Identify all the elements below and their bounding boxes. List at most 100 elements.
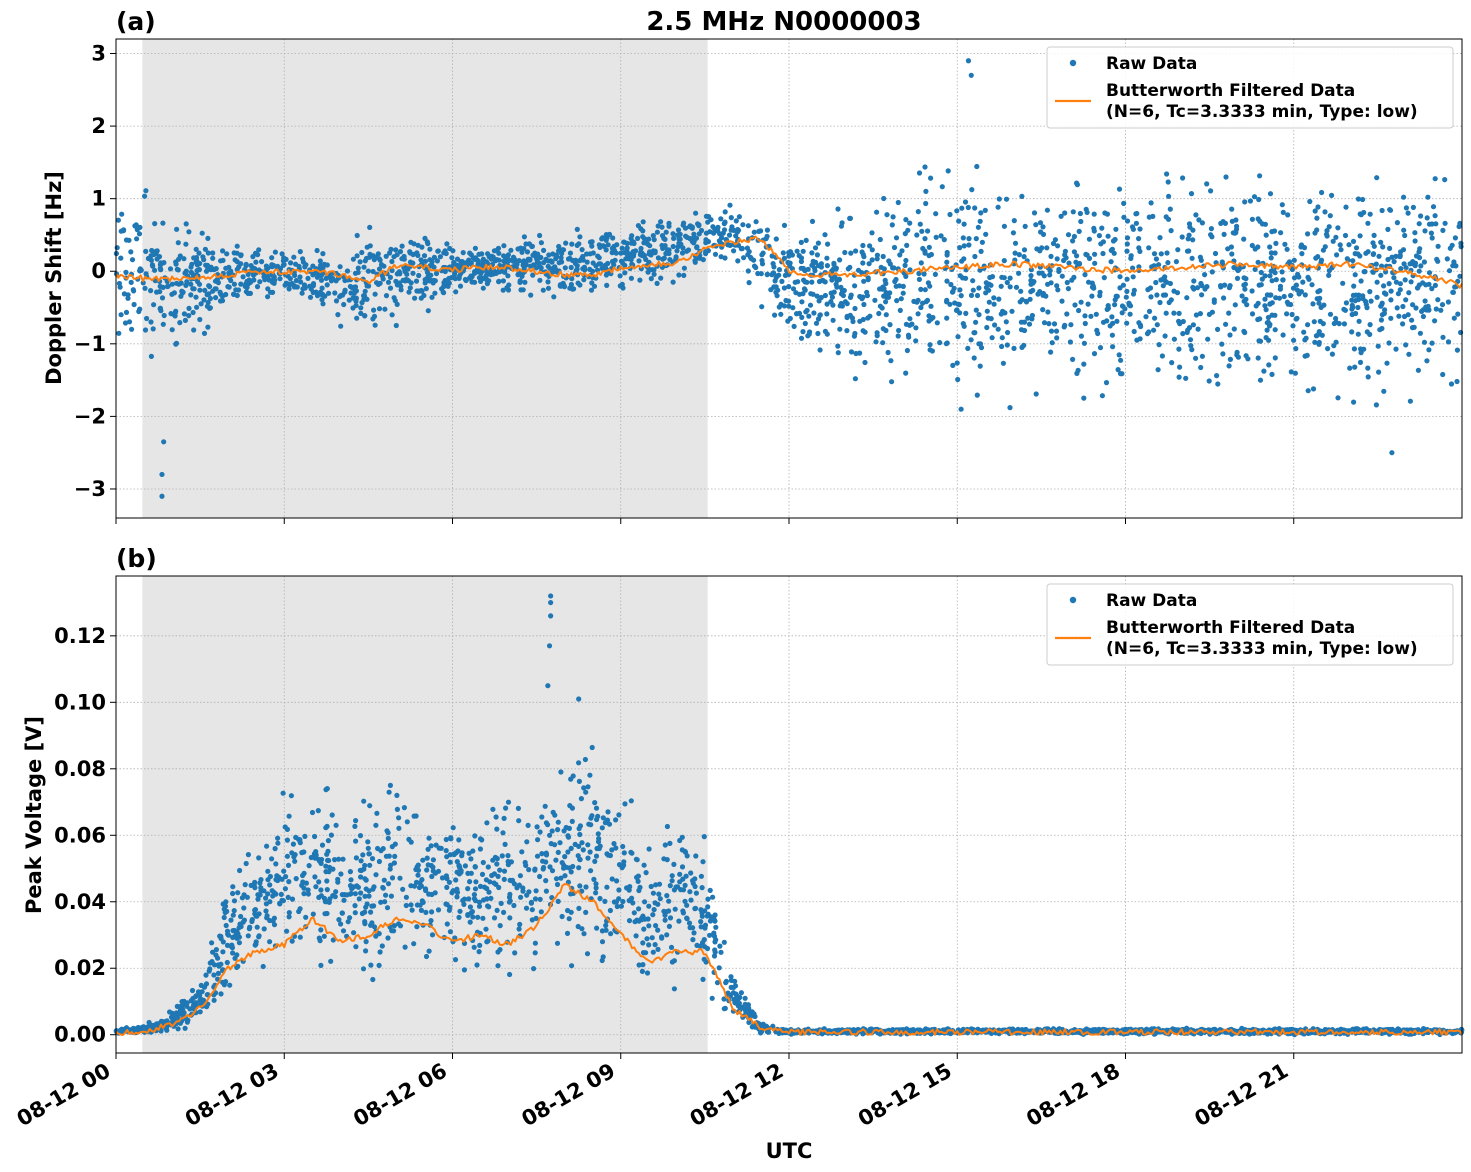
raw-point — [644, 936, 650, 942]
raw-point — [461, 967, 467, 973]
raw-point — [1067, 339, 1073, 345]
raw-point — [630, 249, 636, 255]
raw-point — [1247, 198, 1253, 204]
raw-point — [269, 255, 275, 261]
raw-point — [253, 259, 259, 265]
raw-point — [531, 966, 537, 972]
raw-point — [603, 237, 609, 243]
raw-point — [320, 301, 326, 307]
raw-point — [370, 268, 376, 275]
raw-point — [1374, 175, 1380, 181]
raw-point — [1108, 259, 1114, 265]
raw-point — [1076, 228, 1082, 234]
raw-point — [532, 940, 539, 946]
raw-point — [1423, 282, 1429, 288]
raw-point — [1361, 209, 1367, 216]
raw-point — [1273, 277, 1279, 283]
raw-point — [1421, 339, 1428, 345]
raw-point — [664, 248, 671, 254]
raw-point — [1272, 270, 1278, 276]
raw-point — [183, 221, 189, 227]
raw-point — [391, 860, 397, 866]
raw-point — [205, 324, 211, 330]
raw-point — [1352, 298, 1358, 304]
raw-point — [785, 259, 791, 266]
raw-point — [1214, 373, 1220, 379]
raw-point — [246, 926, 252, 932]
raw-point — [629, 895, 635, 901]
raw-point — [140, 280, 146, 286]
raw-point — [1342, 307, 1348, 313]
raw-point — [543, 850, 549, 856]
raw-point — [319, 842, 326, 848]
raw-point — [1318, 304, 1324, 310]
raw-point — [553, 876, 560, 882]
raw-point — [169, 291, 175, 297]
raw-point — [961, 243, 967, 249]
raw-point — [1144, 331, 1151, 337]
raw-point — [446, 907, 452, 913]
raw-point — [1184, 248, 1191, 254]
raw-point — [570, 863, 576, 870]
raw-point — [1438, 307, 1444, 313]
raw-point — [834, 284, 840, 290]
raw-point — [898, 296, 904, 302]
raw-point — [318, 927, 324, 933]
raw-point — [583, 789, 589, 795]
raw-point — [248, 263, 254, 269]
raw-point — [1278, 230, 1284, 236]
raw-point — [1367, 322, 1373, 328]
raw-point — [723, 978, 730, 985]
raw-point — [1040, 307, 1046, 313]
raw-point — [1422, 298, 1428, 304]
raw-point — [633, 856, 640, 862]
raw-point — [345, 919, 351, 925]
raw-point — [1397, 254, 1403, 260]
raw-point — [298, 279, 304, 285]
raw-point — [653, 923, 659, 929]
raw-point — [142, 193, 148, 199]
raw-point — [1350, 304, 1356, 310]
raw-point — [1412, 260, 1419, 266]
raw-point — [1153, 279, 1159, 286]
raw-point — [523, 905, 530, 911]
raw-point — [348, 877, 354, 883]
raw-point — [717, 231, 723, 237]
raw-point — [424, 867, 430, 873]
raw-point — [569, 963, 575, 969]
raw-point — [121, 227, 127, 233]
raw-point — [354, 232, 360, 239]
raw-point — [1269, 371, 1275, 377]
raw-point — [1069, 277, 1075, 283]
raw-point — [677, 837, 683, 844]
raw-point — [560, 280, 566, 286]
raw-point — [1371, 243, 1377, 249]
raw-point — [498, 900, 504, 907]
raw-point — [1289, 266, 1295, 273]
raw-point — [289, 896, 296, 902]
raw-point — [1249, 311, 1256, 317]
raw-point — [1368, 298, 1374, 304]
raw-point — [1151, 327, 1157, 333]
raw-point — [661, 255, 667, 261]
raw-point — [1078, 218, 1084, 225]
raw-point — [589, 239, 595, 245]
raw-point — [1344, 256, 1350, 262]
raw-point — [1273, 295, 1279, 301]
raw-point — [1209, 234, 1215, 240]
raw-point — [1082, 313, 1088, 319]
raw-point — [1267, 321, 1273, 328]
raw-point — [959, 258, 965, 264]
raw-point — [1137, 336, 1143, 342]
raw-point — [281, 261, 287, 268]
raw-point — [576, 778, 583, 785]
raw-point — [326, 857, 332, 864]
raw-point — [248, 882, 254, 889]
raw-point — [923, 188, 929, 194]
raw-point — [359, 300, 365, 306]
raw-point — [705, 896, 711, 902]
raw-point — [190, 1003, 196, 1009]
raw-point — [1183, 375, 1189, 381]
raw-point — [869, 247, 875, 253]
raw-point — [1166, 193, 1172, 199]
